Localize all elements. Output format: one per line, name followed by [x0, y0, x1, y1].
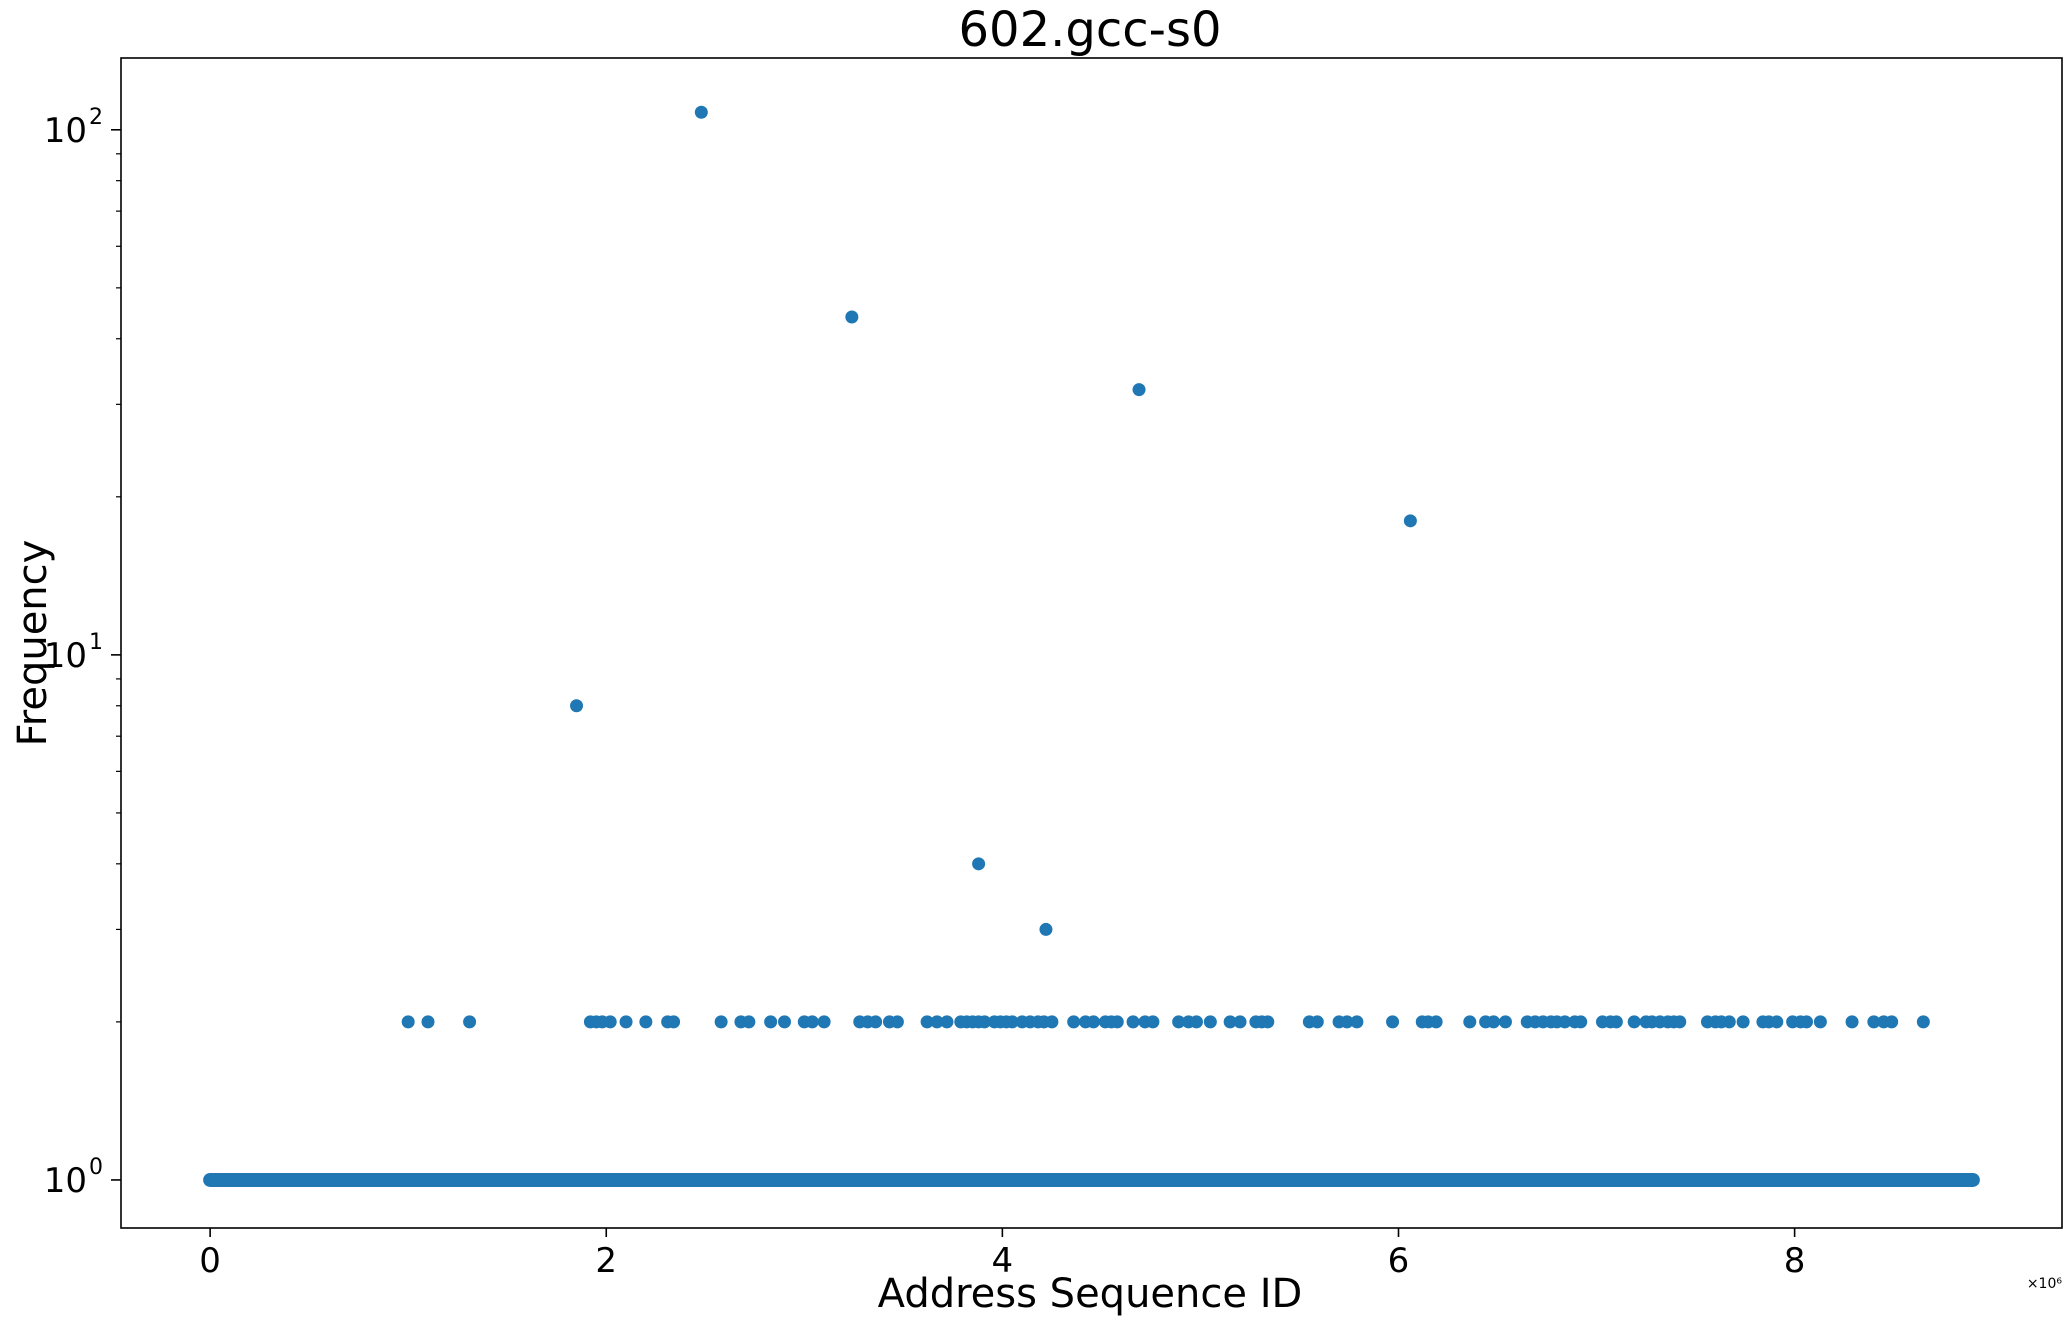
y-tick-label: 10: [44, 636, 87, 676]
data-point: [1558, 1015, 1572, 1029]
data-point: [1261, 1015, 1275, 1029]
data-point: [1885, 1015, 1899, 1029]
data-point: [1403, 514, 1417, 528]
data-point: [1067, 1015, 1081, 1029]
x-axis-offset-label: ×10⁶: [2027, 1276, 2063, 1292]
data-point: [1310, 1015, 1324, 1029]
data-point: [1350, 1015, 1364, 1029]
data-point: [1463, 1015, 1477, 1029]
data-point: [805, 1015, 819, 1029]
y-axis-label: Frequency: [10, 540, 56, 747]
data-point: [1845, 1015, 1859, 1029]
data-point: [1429, 1015, 1443, 1029]
plot-frame: [120, 57, 2063, 1229]
data-point: [1627, 1015, 1641, 1029]
data-point: [1770, 1015, 1784, 1029]
data-point: [1916, 1015, 1930, 1029]
data-point: [1498, 1015, 1512, 1029]
data-point: [1203, 1015, 1217, 1029]
data-point: [1736, 1015, 1750, 1029]
data-point: [930, 1015, 944, 1029]
data-point: [619, 1015, 633, 1029]
data-point: [1126, 1015, 1140, 1029]
x-tick-label: 6: [1388, 1241, 1410, 1281]
data-point: [869, 1015, 883, 1029]
y-tick-exponent: 1: [89, 630, 103, 655]
data-point: [1574, 1015, 1588, 1029]
data-point: [845, 310, 859, 324]
data-point: [1673, 1015, 1687, 1029]
data-point: [1146, 1015, 1160, 1029]
data-point: [817, 1015, 831, 1029]
x-tick-label: 8: [1784, 1241, 1806, 1281]
data-point: [1039, 922, 1053, 936]
y-tick-exponent: 0: [89, 1155, 103, 1180]
data-point: [1340, 1015, 1354, 1029]
data-point: [1813, 1015, 1827, 1029]
data-point: [603, 1015, 617, 1029]
data-point: [1800, 1015, 1814, 1029]
data-point: [890, 1015, 904, 1029]
x-axis-ticks: 0 2 4 6 8: [199, 1228, 1805, 1281]
points-layer: [203, 105, 1980, 1187]
data-point: [940, 1015, 954, 1029]
data-point: [421, 1015, 435, 1029]
data-point: [401, 1015, 415, 1029]
data-point: [1386, 1015, 1400, 1029]
data-point: [1867, 1015, 1881, 1029]
y-tick-exponent: 2: [89, 105, 103, 130]
data-point: [1233, 1015, 1247, 1029]
data-point: [978, 1015, 992, 1029]
data-point: [1005, 1015, 1019, 1029]
data-point: [1487, 1015, 1501, 1029]
data-point: [639, 1015, 653, 1029]
data-point: [463, 1015, 477, 1029]
x-tick-label: 4: [992, 1241, 1014, 1281]
data-point: [570, 699, 584, 713]
chart-title: 602.gcc-s0: [959, 2, 1222, 58]
data-point: [1132, 383, 1146, 397]
data-point: [1045, 1015, 1059, 1029]
x-axis-label: Address Sequence ID: [878, 1271, 1303, 1317]
data-point: [1223, 1015, 1237, 1029]
x-tick-label: 2: [595, 1241, 617, 1281]
x-tick-label: 0: [199, 1241, 221, 1281]
data-point: [1722, 1015, 1736, 1029]
data-point: [694, 105, 708, 119]
data-point: [1110, 1015, 1124, 1029]
data-point: [778, 1015, 792, 1029]
data-point: [1086, 1015, 1100, 1029]
data-point: [1609, 1015, 1623, 1029]
data-point: [1189, 1015, 1203, 1029]
data-point: [667, 1015, 681, 1029]
data-point: [714, 1015, 728, 1029]
data-point: [742, 1015, 756, 1029]
data-point: [1172, 1015, 1186, 1029]
data-point: [764, 1015, 778, 1029]
data-point: [920, 1015, 934, 1029]
y-tick-label: 10: [44, 1161, 87, 1201]
data-point: [972, 857, 986, 871]
y-tick-label: 10: [44, 111, 87, 151]
